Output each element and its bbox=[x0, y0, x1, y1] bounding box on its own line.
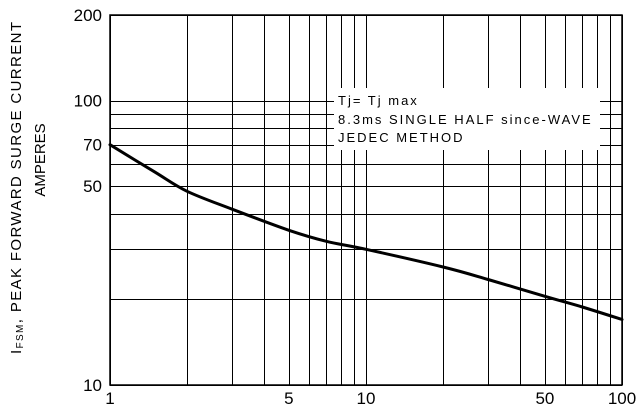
y-tick-label: 100 bbox=[74, 92, 102, 111]
y-axis-title: IFSM , PEAK FORWARD SURGE CURRENT bbox=[8, 22, 26, 354]
y-tick-label: 50 bbox=[83, 177, 102, 196]
y-tick-label: 10 bbox=[83, 376, 102, 395]
x-tick-label: 10 bbox=[357, 389, 376, 407]
annotation-method: JEDEC METHOD bbox=[338, 130, 465, 145]
y-axis-ticks: 200 100 70 50 10 bbox=[74, 6, 102, 395]
annotation-background bbox=[334, 88, 600, 150]
y-axis-quantity: , PEAK FORWARD SURGE CURRENT bbox=[8, 22, 25, 323]
plot-frame bbox=[109, 14, 623, 386]
y-tick-label: 70 bbox=[83, 136, 102, 155]
surge-current-curve bbox=[108, 143, 624, 321]
x-tick-label: 100 bbox=[608, 389, 636, 407]
x-tick-label: 50 bbox=[535, 389, 554, 407]
y-axis-subscript: FSM bbox=[15, 325, 26, 349]
y-tick-label: 200 bbox=[74, 6, 102, 25]
y-axis-symbol: I bbox=[8, 350, 25, 354]
annotation-junction-temperature: Tj= Tj max bbox=[338, 93, 419, 108]
annotation-box: Tj= Tj max 8.3ms SINGLE HALF since-WAVE … bbox=[334, 88, 600, 150]
x-tick-label: 5 bbox=[284, 389, 293, 407]
x-axis-ticks: 1 5 10 50 100 bbox=[105, 389, 636, 407]
series-layer bbox=[108, 143, 624, 321]
y-axis-unit: AMPERES bbox=[32, 123, 49, 196]
annotation-waveform: 8.3ms SINGLE HALF since-WAVE bbox=[338, 112, 593, 127]
x-tick-label: 1 bbox=[105, 389, 114, 407]
